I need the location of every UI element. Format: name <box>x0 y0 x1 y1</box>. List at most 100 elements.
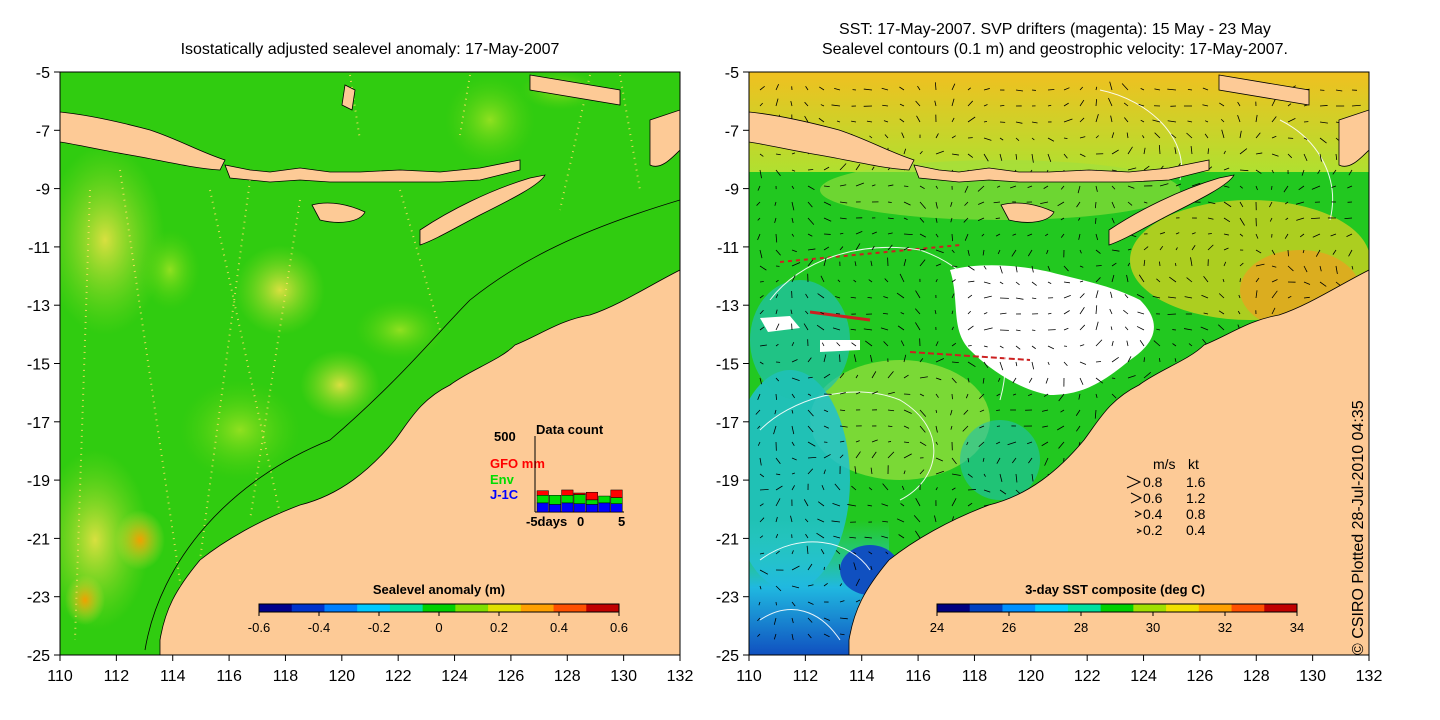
velocity-arrow <box>1075 409 1081 416</box>
left-colorbar-label: Sealevel anomaly (m) <box>373 582 505 597</box>
velocity-arrow <box>868 487 873 491</box>
velocity-arrow <box>1110 326 1113 331</box>
velocity-arrow <box>1058 393 1065 402</box>
velocity-arrow <box>1095 217 1097 224</box>
velocity-arrow <box>775 473 781 476</box>
right-colorbar <box>936 603 1298 613</box>
velocity-arrow <box>775 343 779 347</box>
velocity-arrow <box>977 217 985 221</box>
velocity-arrow <box>903 233 913 236</box>
velocity-arrow <box>1076 201 1081 208</box>
velocity-arrow <box>791 457 797 461</box>
x-tick-label: 126 <box>498 668 525 685</box>
velocity-arrow <box>759 361 764 365</box>
velocity-arrow <box>997 249 1001 255</box>
velocity-arrow <box>1123 309 1129 315</box>
velocity-arrow <box>967 116 976 123</box>
inset-bar-env <box>610 497 623 504</box>
inset-legend-env: Env <box>490 472 515 487</box>
inset-xlabel-start: -5days <box>526 514 567 529</box>
velocity-arrow <box>865 340 873 347</box>
velocity-arrow <box>1315 249 1321 257</box>
velocity-arrow <box>1255 114 1258 123</box>
left-map-axes: 110 112 114 116 118 120 122 124 126 128 130 132 -5 -7… <box>27 65 694 685</box>
velocity-arrow <box>773 425 777 435</box>
velocity-arrow <box>1218 293 1225 299</box>
velocity-arrow <box>871 184 876 187</box>
velocity-arrow <box>935 409 938 414</box>
velocity-arrow <box>951 487 956 491</box>
colorbar-segment <box>1198 604 1233 612</box>
velocity-arrow <box>1060 409 1065 413</box>
velocity-arrow <box>759 169 762 179</box>
velocity-arrow <box>935 185 939 189</box>
velocity-arrow <box>983 137 992 141</box>
colorbar-segment <box>1035 604 1069 612</box>
velocity-arrow <box>935 470 945 475</box>
velocity-arrow <box>967 249 970 256</box>
velocity-arrow <box>881 87 889 91</box>
velocity-arrow <box>951 135 956 139</box>
velocity-arrow <box>978 441 985 447</box>
velocity-arrow <box>951 498 957 507</box>
velocity-arrow <box>836 342 841 347</box>
colorbar-segment <box>520 604 555 612</box>
velocity-arrow <box>820 104 825 107</box>
velocity-arrow <box>831 520 841 523</box>
velocity-arrow <box>1331 185 1337 188</box>
lesser-sunda-islands <box>224 159 521 183</box>
velocity-arrow <box>1027 185 1033 189</box>
inset-legend-j1c: J-1C <box>490 487 519 502</box>
velocity-arrow <box>950 201 953 207</box>
velocity-arrow <box>871 166 875 171</box>
velocity-arrow <box>851 120 857 123</box>
speed-legend-row-ms: 0.2 <box>1143 522 1163 538</box>
velocity-arrow <box>853 551 857 555</box>
colorbar-segment <box>1133 604 1167 612</box>
velocity-arrow <box>935 263 942 267</box>
velocity-arrow <box>882 520 889 523</box>
velocity-arrow <box>982 457 985 462</box>
velocity-arrow <box>1191 232 1196 235</box>
velocity-arrow <box>1159 232 1165 235</box>
velocity-arrow <box>1335 153 1338 161</box>
velocity-arrow <box>887 451 895 459</box>
velocity-arrow <box>870 260 873 267</box>
velocity-arrow <box>839 409 846 412</box>
velocity-arrow <box>823 257 827 267</box>
inset-bar-j1 <box>536 502 549 513</box>
velocity-arrow <box>759 585 762 590</box>
colorbar-segment <box>488 604 522 612</box>
velocity-arrow <box>775 585 782 592</box>
velocity-arrow <box>887 232 893 235</box>
velocity-arrow <box>1335 89 1343 92</box>
velocity-arrow <box>1271 116 1277 123</box>
velocity-arrow <box>759 295 764 299</box>
velocity-arrow <box>1047 153 1052 162</box>
velocity-arrow <box>791 550 794 555</box>
velocity-arrow <box>1202 87 1209 91</box>
velocity-arrow <box>995 233 1001 237</box>
velocity-arrow <box>756 201 761 206</box>
velocity-arrow <box>1078 217 1081 221</box>
velocity-arrow <box>967 100 974 107</box>
velocity-arrow <box>855 578 860 587</box>
anomaly-blob <box>115 510 165 570</box>
colorbar-segment <box>357 604 391 612</box>
velocity-arrow <box>919 393 925 397</box>
velocity-arrow <box>1126 132 1129 139</box>
velocity-arrow <box>1140 119 1145 123</box>
velocity-arrow <box>883 120 889 123</box>
y-tick-label: -9 <box>36 182 50 199</box>
velocity-arrow <box>1079 293 1085 299</box>
velocity-arrow <box>851 485 857 491</box>
velocity-arrow <box>823 246 830 251</box>
velocity-arrow <box>839 372 845 379</box>
velocity-arrow <box>1298 185 1305 191</box>
velocity-arrow <box>996 393 1001 397</box>
velocity-arrow <box>919 358 924 363</box>
anomaly-blob <box>235 245 325 335</box>
velocity-arrow <box>805 86 809 91</box>
velocity-arrow <box>791 601 796 607</box>
colorbar-tick-label: 26 <box>1002 620 1016 635</box>
